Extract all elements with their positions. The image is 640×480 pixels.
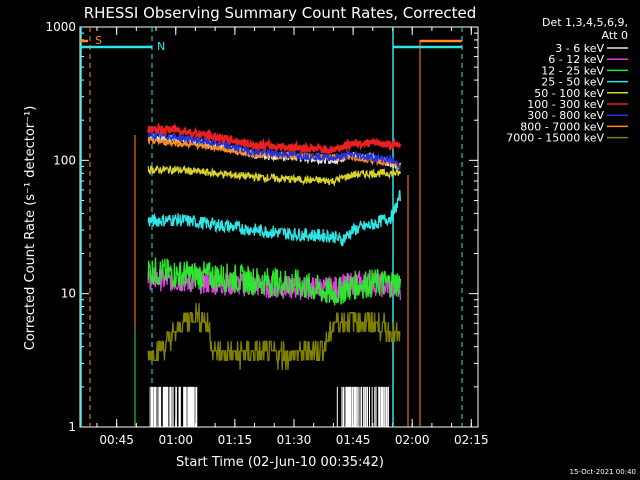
chart-title: RHESSI Observing Summary Count Rates, Co… — [84, 4, 477, 22]
x-tick-label: 01:00 — [158, 433, 193, 447]
legend-header-line-1: Det 1,3,4,5,6,9, — [542, 16, 628, 29]
legend-label: 50 - 100 keV — [534, 87, 604, 100]
y-tick-label: 100 — [53, 153, 76, 167]
legend-label: 800 - 7000 keV — [520, 120, 604, 133]
night-label: N — [157, 40, 165, 53]
x-tick-label: 01:45 — [336, 433, 371, 447]
timestamp: 15-Oct-2021 00:40 — [570, 468, 636, 476]
saa-label: S — [95, 34, 102, 47]
legend-label: 6 - 12 keV — [548, 53, 604, 66]
legend-label: 7000 - 15000 keV — [506, 132, 604, 145]
x-axis-label: Start Time (02-Jun-10 00:35:42) — [176, 455, 384, 470]
series-line-100-300-kev — [147, 122, 402, 157]
y-tick-label: 1000 — [45, 20, 76, 34]
plot-frame — [79, 26, 479, 428]
plot-area: 1 10 100 1000 00:45 01:00 01:15 01:30 01:45 02:00… — [45, 20, 488, 447]
x-tick-label: 01:30 — [277, 433, 312, 447]
x-tick-label: 00:45 — [99, 433, 134, 447]
legend-header-line-2: Att 0 — [602, 29, 628, 42]
legend-label: 100 - 300 keV — [527, 98, 604, 111]
x-tick-label: 01:15 — [218, 433, 253, 447]
series-line-800-7000-kev — [147, 136, 401, 169]
legend-label: 300 - 800 keV — [527, 109, 604, 122]
series-line-50-100-kev — [147, 164, 402, 188]
series-line-12-25-kev — [147, 257, 402, 306]
x-tick-label: 02:00 — [395, 433, 430, 447]
y-tick-label: 10 — [61, 287, 76, 301]
y-tick-label: 1 — [68, 420, 76, 434]
series-line-7000-15000-kev — [147, 303, 401, 370]
legend-label: 12 - 25 keV — [541, 64, 604, 77]
x-tick-label: 02:15 — [454, 433, 489, 447]
series-line-25-50-kev — [147, 189, 402, 247]
legend-label: 3 - 6 keV — [555, 42, 604, 55]
legend-label: 25 - 50 keV — [541, 76, 604, 89]
series-line-300-800-kev — [147, 130, 402, 171]
y-axis-label: Corrected Count Rate (s⁻¹ detector⁻¹) — [23, 106, 38, 351]
